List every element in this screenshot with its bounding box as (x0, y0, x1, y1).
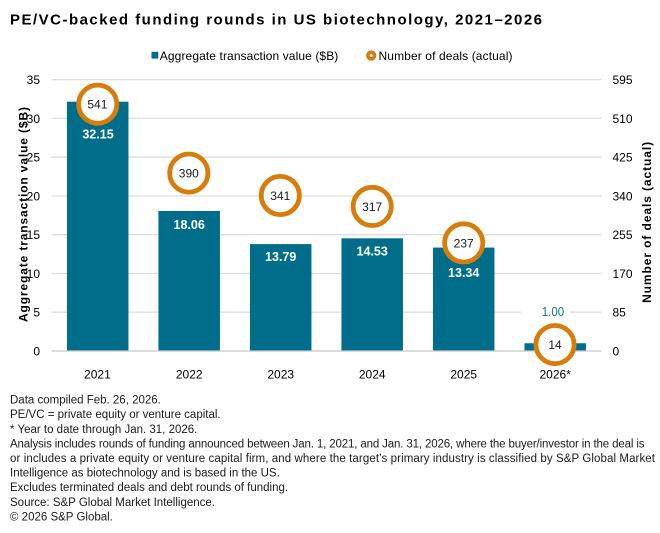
svg-text:170: 170 (613, 267, 633, 281)
svg-text:85: 85 (613, 306, 627, 320)
svg-text:32.15: 32.15 (82, 127, 113, 141)
svg-text:255: 255 (613, 228, 633, 242)
svg-text:541: 541 (87, 98, 107, 112)
svg-text:0: 0 (613, 344, 620, 358)
svg-text:2026*: 2026* (540, 368, 572, 382)
svg-text:341: 341 (270, 189, 290, 203)
svg-text:30: 30 (27, 112, 41, 126)
svg-text:2024: 2024 (359, 368, 386, 382)
svg-text:35: 35 (27, 73, 41, 87)
svg-text:Excludes terminated deals and: Excludes terminated deals and debt round… (10, 482, 288, 494)
svg-text:25: 25 (27, 151, 41, 165)
svg-text:595: 595 (613, 73, 633, 87)
svg-text:2025: 2025 (450, 368, 477, 382)
svg-text:Number of deals (actual): Number of deals (actual) (379, 49, 513, 63)
svg-text:Aggregate transaction value ($: Aggregate transaction value ($B) (160, 49, 338, 63)
svg-text:2021: 2021 (84, 368, 111, 382)
svg-text:10: 10 (27, 267, 41, 281)
svg-text:PE/VC-backed funding rounds in: PE/VC-backed funding rounds in US biotec… (10, 12, 542, 29)
svg-text:0: 0 (33, 344, 40, 358)
svg-text:Analysis includes rounds of fu: Analysis includes rounds of funding anno… (10, 438, 645, 450)
svg-text:Source: S&P Global Market Inte: Source: S&P Global Market Intelligence. (10, 497, 215, 509)
svg-text:13.34: 13.34 (448, 266, 479, 280)
svg-text:425: 425 (613, 151, 633, 165)
svg-text:18.06: 18.06 (174, 218, 205, 232)
svg-text:or includes a private equity o: or includes a private equity or venture … (10, 453, 656, 465)
svg-text:PE/VC = private equity or vent: PE/VC = private equity or venture capita… (10, 409, 221, 421)
svg-text:© 2026 S&P Global.: © 2026 S&P Global. (10, 511, 113, 523)
svg-text:Number of deals (actual): Number of deals (actual) (640, 142, 654, 303)
svg-text:2022: 2022 (176, 368, 203, 382)
svg-text:Data compiled Feb. 26, 2026.: Data compiled Feb. 26, 2026. (10, 395, 161, 407)
svg-text:14: 14 (548, 338, 562, 352)
svg-text:14.53: 14.53 (357, 245, 388, 259)
svg-text:5: 5 (33, 306, 40, 320)
svg-text:15: 15 (27, 228, 41, 242)
svg-text:* Year to date through Jan. 31: * Year to date through Jan. 31, 2026. (10, 424, 197, 436)
svg-text:340: 340 (613, 189, 633, 203)
svg-text:510: 510 (613, 112, 633, 126)
svg-text:20: 20 (27, 189, 41, 203)
svg-text:1.00: 1.00 (542, 305, 565, 319)
svg-text:Aggregate transaction value ($: Aggregate transaction value ($B) (17, 107, 31, 322)
svg-text:Intelligence as biotechnology: Intelligence as biotechnology and is bas… (10, 468, 280, 480)
svg-text:13.79: 13.79 (265, 250, 296, 264)
svg-text:390: 390 (179, 167, 199, 181)
svg-text:2023: 2023 (267, 368, 294, 382)
svg-text:237: 237 (454, 236, 474, 250)
svg-text:317: 317 (362, 200, 382, 214)
